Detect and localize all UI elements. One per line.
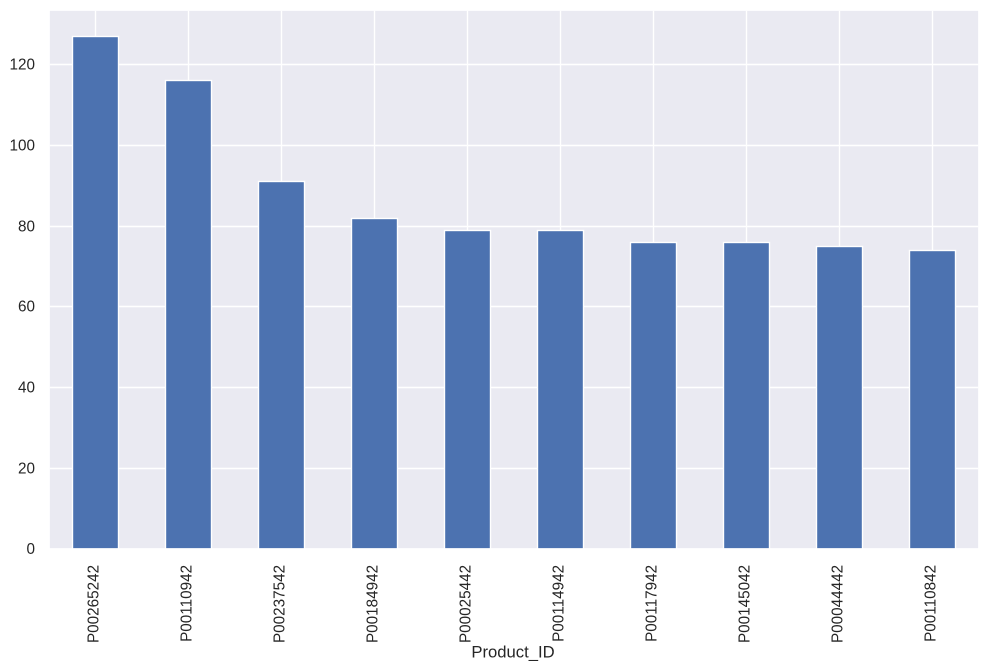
svg-text:P00237542: P00237542 bbox=[272, 565, 289, 643]
svg-text:0: 0 bbox=[27, 541, 36, 558]
svg-text:Product_ID: Product_ID bbox=[471, 643, 554, 662]
svg-text:100: 100 bbox=[10, 137, 35, 154]
svg-text:P00117942: P00117942 bbox=[644, 565, 661, 642]
svg-text:60: 60 bbox=[18, 298, 35, 315]
svg-text:20: 20 bbox=[18, 460, 35, 477]
svg-text:80: 80 bbox=[18, 218, 35, 235]
svg-text:120: 120 bbox=[10, 56, 35, 73]
svg-text:P00184942: P00184942 bbox=[365, 565, 382, 643]
svg-text:P00110942: P00110942 bbox=[179, 565, 196, 642]
svg-text:40: 40 bbox=[18, 379, 35, 396]
svg-text:P00025442: P00025442 bbox=[458, 565, 475, 643]
svg-text:P00145042: P00145042 bbox=[737, 565, 754, 643]
svg-text:P00110842: P00110842 bbox=[923, 565, 940, 642]
svg-text:P00044442: P00044442 bbox=[830, 565, 847, 643]
svg-text:P00265242: P00265242 bbox=[86, 565, 103, 643]
svg-text:P00114942: P00114942 bbox=[551, 565, 568, 642]
